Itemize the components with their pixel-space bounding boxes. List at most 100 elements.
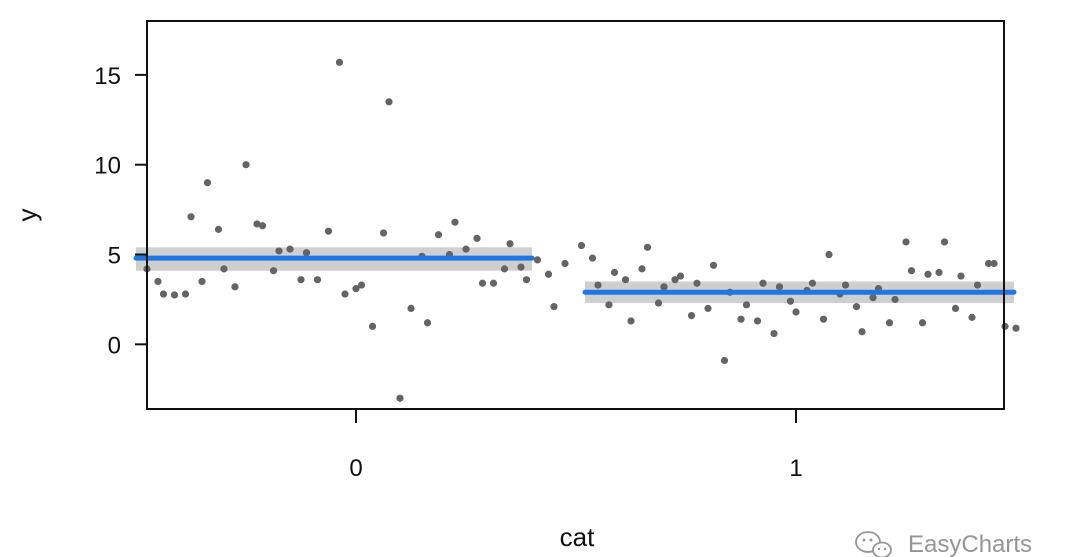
- data-point: [522, 276, 531, 284]
- data-point: [1012, 324, 1020, 332]
- data-point: [379, 229, 388, 237]
- data-point: [253, 220, 261, 228]
- data-point: [286, 245, 294, 253]
- data-point: [269, 267, 278, 275]
- data-point: [385, 98, 393, 106]
- data-point: [786, 297, 795, 305]
- data-point: [825, 250, 833, 259]
- y-axis: 0 5 10 15: [94, 63, 147, 359]
- data-point: [704, 304, 712, 313]
- data-point: [231, 283, 239, 291]
- data-point: [935, 268, 943, 277]
- data-point: [577, 241, 586, 250]
- data-point: [627, 317, 635, 325]
- data-points: [143, 58, 1020, 402]
- data-point: [500, 265, 509, 273]
- y-tick-label: 10: [94, 153, 121, 180]
- data-point: [198, 277, 206, 286]
- data-point: [242, 161, 250, 169]
- mean-lines: [133, 255, 1017, 295]
- data-point: [885, 319, 894, 327]
- data-point: [610, 268, 619, 277]
- data-point: [940, 238, 949, 246]
- data-point: [852, 303, 861, 311]
- x-axis-title: cat: [560, 522, 595, 552]
- data-point: [973, 281, 982, 289]
- data-point: [203, 179, 212, 187]
- data-point: [517, 263, 525, 271]
- data-point: [220, 265, 228, 273]
- data-point: [423, 319, 432, 327]
- data-point: [368, 322, 377, 330]
- data-point: [819, 315, 828, 323]
- data-point: [159, 290, 168, 298]
- wechat-icon: [855, 531, 892, 557]
- data-point: [907, 267, 916, 275]
- data-point: [451, 218, 459, 226]
- data-point: [335, 58, 344, 66]
- data-point: [984, 259, 993, 268]
- y-tick-label: 5: [108, 243, 121, 270]
- data-point: [902, 238, 910, 246]
- data-point: [275, 247, 283, 255]
- data-point: [324, 227, 333, 235]
- data-point: [434, 231, 443, 239]
- data-point: [297, 276, 305, 284]
- data-point: [676, 272, 685, 280]
- data-point: [258, 222, 267, 230]
- y-axis-title: y: [12, 209, 42, 222]
- data-point: [561, 259, 569, 268]
- data-point: [709, 261, 718, 269]
- data-point: [396, 394, 404, 402]
- data-point: [957, 272, 965, 280]
- data-point: [550, 303, 558, 311]
- data-point: [693, 279, 701, 287]
- data-point: [924, 270, 932, 278]
- data-point: [687, 311, 696, 320]
- data-point: [473, 234, 481, 242]
- data-point: [214, 225, 223, 233]
- data-point: [990, 259, 998, 268]
- data-point: [643, 243, 652, 251]
- data-point: [742, 301, 751, 309]
- data-point: [605, 301, 613, 309]
- data-point: [594, 281, 602, 289]
- data-point: [302, 249, 311, 257]
- data-point: [737, 315, 745, 323]
- data-point: [660, 283, 668, 291]
- data-point: [181, 290, 190, 298]
- data-point: [654, 299, 663, 307]
- data-point: [621, 276, 630, 284]
- data-point: [170, 291, 179, 299]
- data-point: [968, 313, 976, 321]
- data-point: [462, 245, 470, 253]
- data-point: [544, 270, 553, 278]
- data-point: [533, 256, 542, 264]
- data-point: [187, 213, 195, 221]
- data-point: [720, 356, 729, 365]
- data-point: [775, 283, 784, 291]
- data-point: [770, 329, 778, 338]
- data-point: [858, 328, 866, 336]
- x-tick-label: 0: [349, 455, 362, 482]
- plot-frame: [146, 20, 1005, 410]
- data-point: [352, 285, 360, 293]
- data-point: [313, 276, 322, 284]
- data-point: [869, 294, 877, 302]
- data-point: [841, 281, 850, 289]
- data-point: [357, 281, 366, 289]
- data-point: [918, 319, 927, 327]
- data-point: [506, 240, 514, 248]
- watermark: EasyCharts: [855, 531, 1032, 557]
- data-point: [753, 317, 762, 325]
- data-point: [759, 279, 767, 287]
- data-point: [407, 304, 415, 313]
- data-point: [588, 254, 597, 262]
- data-point: [489, 279, 498, 287]
- y-tick-label: 0: [108, 332, 121, 359]
- watermark-text: EasyCharts: [908, 531, 1032, 557]
- data-point: [792, 308, 800, 316]
- data-point: [671, 276, 679, 284]
